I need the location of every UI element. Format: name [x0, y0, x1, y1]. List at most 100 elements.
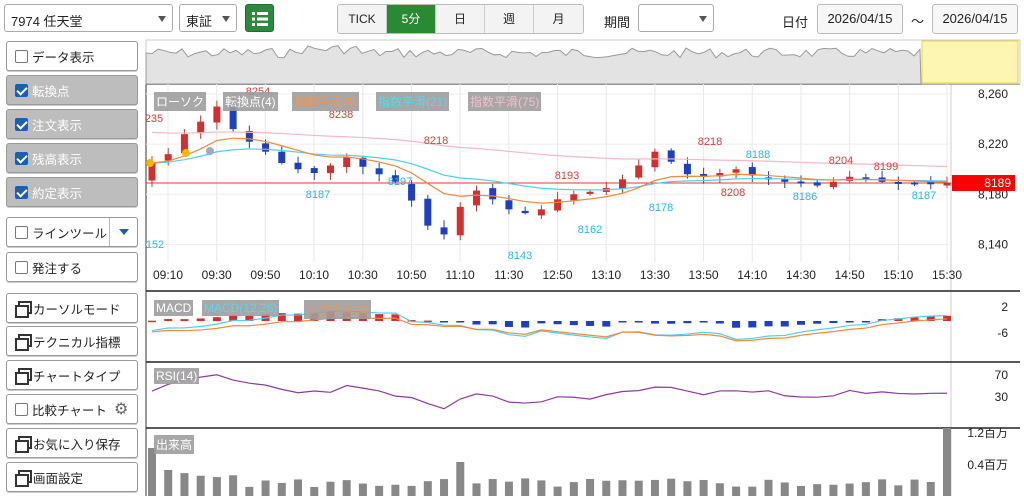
sidebar-item-label: お気に入り保存	[33, 437, 121, 452]
toggle-place-order[interactable]: 発注する	[6, 252, 138, 282]
period-select[interactable]	[638, 4, 714, 32]
volume-bar	[180, 473, 189, 496]
current-price-label: 8189	[984, 176, 1011, 190]
volume-bar	[699, 479, 708, 496]
legend-macd-line: MACD(12,26)	[202, 300, 280, 316]
chart-type-button[interactable]: チャートタイプ	[6, 360, 138, 390]
macd-bar-negative	[521, 321, 530, 328]
candle-up	[213, 106, 221, 123]
line-tool-dropdown-icon[interactable]	[109, 218, 137, 246]
popup-window-icon	[15, 368, 32, 385]
timeframe-tabs: TICK 5分 日 週 月	[337, 4, 584, 34]
sidebar-item-label: 残高表示	[32, 152, 83, 167]
macd-bar-negative	[602, 321, 611, 327]
toggle-pivot-points[interactable]: 転換点	[6, 75, 138, 105]
candle-down	[797, 181, 805, 184]
macd-bar-positive	[148, 320, 156, 323]
toggle-position-display[interactable]: 残高表示	[6, 143, 138, 173]
volume-bar	[472, 483, 481, 496]
toggle-line-tool[interactable]: ラインツール	[6, 217, 138, 247]
macd-bar-positive	[277, 313, 286, 321]
pivot-label: 8218	[424, 135, 448, 147]
volume-bar	[715, 483, 724, 496]
x-tick-label: 13:30	[640, 268, 670, 282]
signal-line	[151, 316, 948, 342]
toolbar: 7974 任天堂 東証 TICK 5分 日 週 月 期間 日付 2026/04/…	[0, 0, 1024, 36]
ema75-line	[151, 131, 948, 168]
toggle-data-display[interactable]: データ表示	[6, 41, 138, 71]
volume-bar	[488, 479, 497, 496]
volume-bar	[780, 482, 789, 496]
candle-down	[813, 182, 821, 186]
candle-down	[862, 177, 870, 180]
volume-bar	[456, 462, 465, 496]
date-from-input[interactable]: 2026/04/15	[817, 4, 903, 34]
volume-bar	[667, 478, 676, 496]
date-to-input[interactable]: 2026/04/15	[932, 4, 1018, 34]
candle-up	[164, 154, 172, 161]
popup-window-icon	[15, 470, 32, 487]
x-tick-label: 10:50	[396, 268, 426, 282]
toggle-execution-display[interactable]: 約定表示	[6, 177, 138, 207]
cursor-mode-button[interactable]: カーソルモード	[6, 293, 138, 323]
x-tick-label: 11:30	[494, 268, 523, 282]
technical-indicators-button[interactable]: テクニカル指標	[6, 326, 138, 356]
volume-bar	[764, 479, 773, 496]
x-tick-label: 10:30	[348, 268, 378, 282]
tab-daily[interactable]: 日	[436, 5, 485, 33]
checkbox-icon	[15, 260, 28, 274]
checkbox-checked-icon	[15, 151, 28, 165]
tab-tick[interactable]: TICK	[338, 5, 387, 33]
volume-bar	[878, 479, 887, 496]
sidebar-item-label: 転換点	[32, 84, 70, 99]
volume-bar	[261, 480, 270, 496]
candle-down	[229, 104, 237, 130]
macd-bar-positive	[245, 315, 254, 321]
x-tick-label: 09:30	[202, 268, 232, 282]
screen-settings-button[interactable]: 画面設定	[6, 462, 138, 492]
candle-down	[424, 198, 432, 226]
volume-bar	[861, 482, 870, 496]
current-price-tag	[952, 175, 1015, 192]
legend-ema21: 指数平滑(21)	[376, 92, 450, 111]
macd-bar-positive	[407, 320, 416, 322]
market-select[interactable]: 東証	[179, 4, 237, 32]
pivot-label: 8178	[649, 202, 673, 214]
macd-bar-negative	[732, 321, 741, 328]
symbol-select[interactable]: 7974 任天堂	[4, 4, 173, 32]
pivot-label: 8162	[578, 224, 602, 236]
tab-monthly[interactable]: 月	[534, 5, 583, 33]
pivot-label: 8204	[829, 155, 853, 167]
checkbox-icon	[15, 225, 28, 239]
volume-bar	[650, 479, 659, 496]
volume-bar	[894, 485, 903, 496]
gear-icon[interactable]: ⚙	[114, 401, 129, 418]
toggle-order-display[interactable]: 注文表示	[6, 109, 138, 139]
candle-up	[554, 199, 562, 211]
save-favorite-button[interactable]: お気に入り保存	[6, 428, 138, 458]
tab-5min[interactable]: 5分	[387, 5, 436, 33]
y-tick-label: 8,260	[978, 87, 1008, 101]
candle-up	[180, 134, 188, 154]
candle-down	[521, 210, 529, 214]
symbol-value: 7974 任天堂	[11, 14, 83, 29]
candle-down	[262, 143, 270, 152]
candle-up	[537, 209, 545, 216]
volume-bar	[294, 479, 303, 496]
list-menu-button[interactable]	[245, 4, 274, 32]
pivot-label: 8208	[721, 187, 745, 199]
x-tick-label: 09:50	[250, 268, 280, 282]
volume-bar	[926, 481, 935, 496]
volume-bar	[504, 481, 513, 496]
tab-weekly[interactable]: 週	[485, 5, 534, 33]
macd-line	[151, 310, 948, 341]
candle-down	[927, 181, 935, 185]
macd-bar-positive	[294, 313, 303, 321]
macd-bar-negative	[586, 321, 595, 326]
toggle-compare-chart[interactable]: 比較チャート ⚙	[6, 394, 138, 424]
chevron-down-icon	[158, 16, 166, 22]
position-marker	[206, 147, 214, 155]
macd-bar-positive	[196, 318, 205, 321]
order-marker	[182, 149, 190, 157]
